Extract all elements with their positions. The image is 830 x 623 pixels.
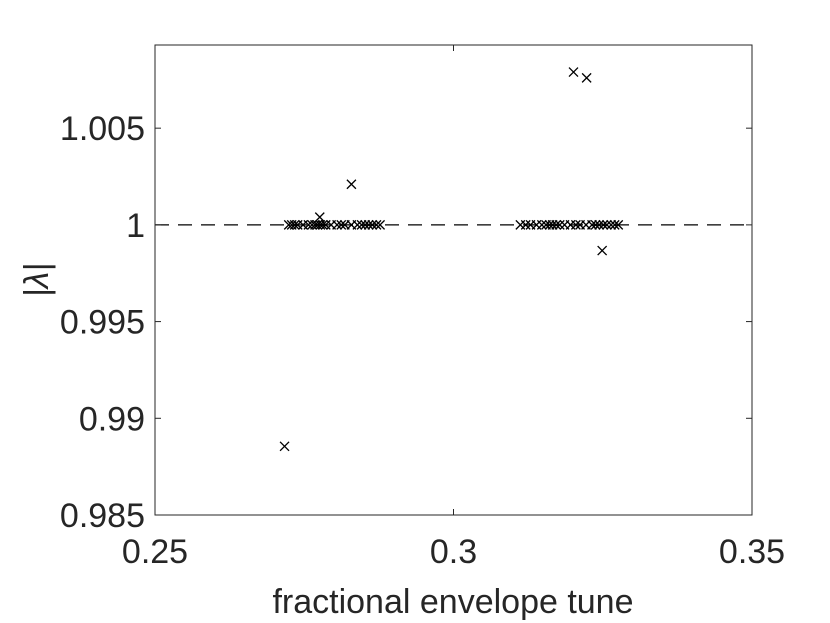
data-point-marker bbox=[336, 219, 347, 230]
data-point-marker bbox=[598, 219, 609, 230]
y-tick-label: 1.005 bbox=[60, 110, 145, 148]
data-point-marker bbox=[547, 219, 558, 230]
data-point-marker bbox=[356, 219, 367, 230]
data-point-marker bbox=[590, 219, 601, 230]
data-point-marker bbox=[360, 219, 371, 230]
data-point-marker bbox=[570, 219, 581, 230]
data-point-marker bbox=[581, 72, 592, 83]
x-tick-label: 0.25 bbox=[122, 533, 188, 571]
y-tick-label: 0.99 bbox=[79, 400, 145, 438]
data-point-marker bbox=[597, 245, 608, 256]
data-point-marker bbox=[279, 441, 290, 452]
data-point-marker bbox=[536, 219, 547, 230]
data-point-marker bbox=[554, 219, 565, 230]
x-tick-label: 0.35 bbox=[719, 533, 785, 571]
data-point-marker bbox=[352, 219, 363, 230]
data-point-marker bbox=[289, 219, 300, 230]
data-point-marker bbox=[332, 219, 343, 230]
x-axis: 0.25 0.3 0.35 bbox=[122, 45, 785, 571]
data-point-marker bbox=[371, 219, 382, 230]
data-point-marker bbox=[601, 219, 612, 230]
y-axis: 0.985 0.99 0.995 1 1.005 bbox=[60, 110, 752, 535]
data-point-marker bbox=[551, 219, 562, 230]
y-tick-label: 1 bbox=[126, 207, 145, 245]
data-point-marker bbox=[606, 219, 617, 230]
data-point-marker bbox=[587, 219, 597, 230]
data-point-marker bbox=[367, 219, 378, 230]
data-point-marker bbox=[314, 212, 325, 223]
data-point-marker bbox=[317, 219, 328, 230]
x-tick-label: 0.3 bbox=[430, 533, 477, 571]
data-point-marker bbox=[346, 179, 357, 190]
data-point-marker bbox=[520, 219, 531, 230]
plot-area bbox=[155, 45, 752, 515]
data-point-marker bbox=[375, 219, 386, 230]
y-tick-label: 0.985 bbox=[60, 497, 145, 535]
data-point-marker bbox=[613, 219, 624, 230]
y-axis-label: |λ| bbox=[18, 263, 56, 297]
data-point-marker bbox=[609, 219, 620, 230]
data-point-marker bbox=[363, 219, 374, 230]
data-point-marker bbox=[594, 219, 605, 230]
x-axis-label: fractional envelope tune bbox=[272, 583, 633, 621]
data-markers bbox=[279, 67, 624, 452]
data-point-marker bbox=[568, 67, 579, 78]
y-tick-label: 0.995 bbox=[60, 304, 145, 342]
